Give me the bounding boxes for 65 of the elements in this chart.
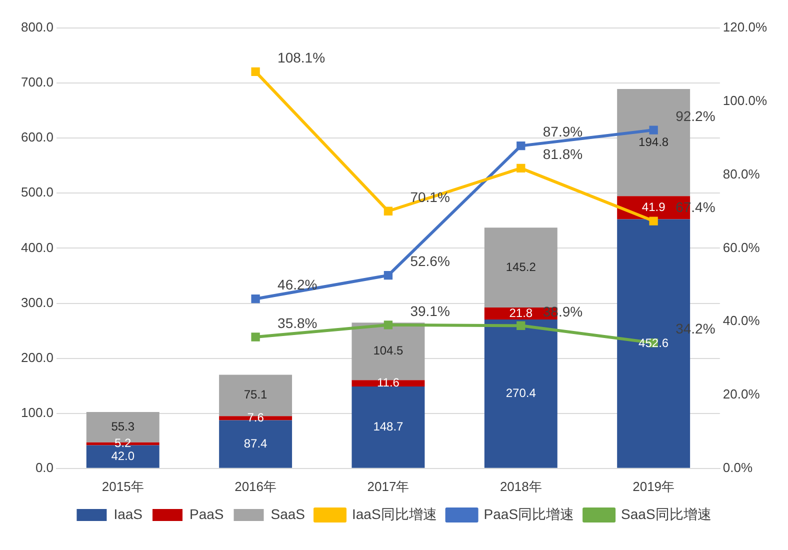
data-label: 104.5	[373, 344, 404, 358]
y2-tick-label: 60.0%	[722, 240, 760, 255]
data-label: 270.4	[506, 386, 536, 400]
data-label: 148.7	[373, 420, 404, 434]
data-label: 21.8	[509, 306, 533, 320]
data-label: 42.0	[111, 448, 135, 463]
data-label: 145.2	[506, 260, 536, 274]
bar	[484, 228, 558, 308]
y2-tick-label: 40.0%	[722, 313, 760, 328]
x-tick-label: 2018年	[500, 478, 542, 494]
y-tick-label: 300.0	[20, 294, 54, 310]
bar	[352, 380, 425, 387]
data-label: 46.2%	[278, 276, 318, 293]
x-tick-label: 2016年	[234, 478, 277, 494]
y-tick-label: 700.0	[20, 74, 54, 90]
data-label: 87.9%	[542, 124, 583, 140]
y-tick-label: 800.0	[20, 20, 54, 35]
data-label: 87.4	[244, 436, 268, 450]
legend-label: PaaS	[190, 506, 224, 522]
legend-label: PaaS同比增速	[484, 506, 574, 522]
point	[384, 320, 393, 330]
point	[516, 164, 526, 173]
legend-label: SaaS	[270, 506, 305, 522]
data-label: 108.1%	[278, 50, 326, 66]
y2-tick-label: 0.0%	[722, 460, 753, 475]
legend-label: IaaS同比增速	[352, 506, 437, 522]
legend-label: SaaS同比增速	[621, 506, 712, 522]
data-label: 41.9	[642, 200, 666, 214]
x-tick-label: 2015年	[102, 478, 144, 494]
point	[516, 141, 526, 150]
y-tick-label: 500.0	[20, 184, 54, 200]
point	[649, 216, 658, 226]
data-label: 5.2	[114, 436, 132, 450]
y2-tick-label: 20.0%	[722, 386, 760, 402]
data-label: 452.6	[638, 336, 669, 350]
legend-label: IaaS	[114, 506, 143, 522]
data-label: 194.8	[638, 134, 669, 149]
data-label: 55.3	[111, 420, 135, 434]
point	[384, 206, 393, 216]
data-label: 81.8%	[542, 146, 583, 162]
y-tick-label: 100.0	[20, 404, 54, 420]
x-tick-label: 2017年	[367, 478, 410, 494]
point	[516, 321, 526, 330]
bar	[484, 320, 558, 468]
x-tick-label: 2019年	[632, 478, 675, 494]
y2-tick-label: 80.0%	[722, 166, 760, 182]
point	[649, 126, 658, 134]
y2-tick-label: 120.0%	[722, 20, 768, 35]
y2-tick-label: 100.0%	[722, 92, 768, 108]
data-label: 39.1%	[410, 302, 450, 319]
data-label: 92.2%	[676, 108, 716, 124]
point	[251, 332, 260, 342]
data-label: 75.1	[244, 388, 268, 402]
point	[384, 271, 393, 280]
y-tick-label: 600.0	[20, 130, 54, 145]
data-label: 35.8%	[278, 314, 318, 331]
point	[251, 67, 260, 76]
y-tick-label: 400.0	[20, 240, 54, 255]
bar	[219, 420, 292, 468]
data-label: 52.6%	[410, 253, 450, 270]
y-tick-label: 200.0	[20, 350, 54, 365]
y-tick-label: 0.0	[35, 460, 54, 475]
data-label: 11.6	[376, 376, 400, 390]
point	[251, 294, 260, 304]
bar	[352, 386, 425, 468]
